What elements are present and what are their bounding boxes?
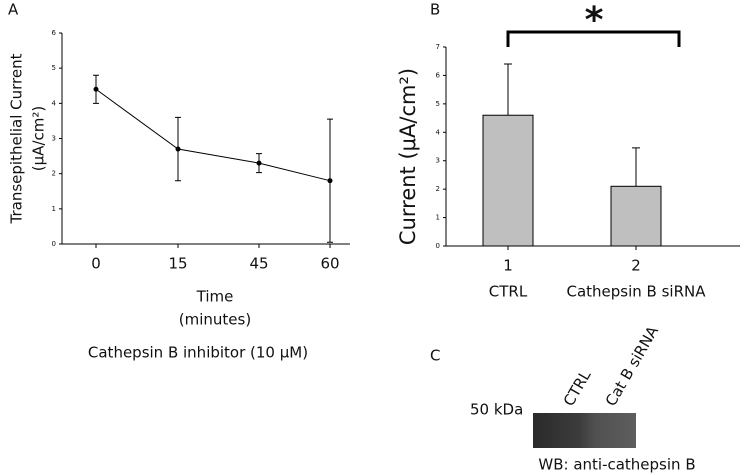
y-tick-label: 7 [436,43,440,51]
note: Cathepsin B inhibitor (10 μM) [88,344,308,362]
x-tick-label: 2 [631,257,641,275]
panel-label: A [8,1,19,19]
panel-label: C [430,347,440,365]
y-tick-label: 4 [52,99,57,107]
error-bar [632,147,640,187]
bar [482,114,534,247]
axis-line [61,33,350,245]
y-tick-label: 1 [436,214,440,222]
x-category-label: CTRL [489,283,528,301]
y-tick-label: 0 [52,240,56,248]
x-axis-title: Time [196,288,234,306]
data-point [93,86,99,92]
blot-image [533,413,636,448]
y-tick-label: 1 [52,205,56,213]
y-axis-title: Transepithelial Current [8,53,26,224]
y-tick-label: 5 [436,100,440,108]
y-tick-label: 6 [436,71,441,79]
x-axis-title: (minutes) [179,311,251,329]
caption: WB: anti-cathepsin B [538,456,695,474]
lane-label: CTRL [560,366,595,409]
data-point [327,178,333,184]
data-point [256,160,262,166]
y-tick-label: 4 [436,128,441,136]
error-bar [504,63,512,116]
y-tick-label: 3 [436,157,440,165]
y-tick-label: 0 [436,242,440,250]
data-point [175,146,181,152]
x-category-label: Cathepsin B siRNA [566,283,706,301]
x-tick-label: 1 [503,257,513,275]
x-tick-label: 45 [249,255,268,273]
y-axis-title: (μA/cm²) [30,106,48,171]
x-tick-label: 15 [168,255,187,273]
marker-label: 50 kDa [470,401,523,419]
panel-label: B [430,1,440,19]
y-axis-title: Current (μA/cm²) [396,68,420,245]
y-tick-label: 5 [52,64,56,72]
lane-label: Cat B siRNA [602,322,663,409]
y-tick-label: 2 [436,185,440,193]
bar [610,185,662,247]
x-tick-label: 60 [320,255,339,273]
x-tick-label: 0 [91,255,101,273]
annotation: * [585,0,604,41]
y-tick-label: 6 [52,29,57,37]
significance-bracket [506,30,681,47]
y-tick-label: 3 [52,135,56,143]
y-tick-label: 2 [52,170,56,178]
data-line [95,88,331,182]
